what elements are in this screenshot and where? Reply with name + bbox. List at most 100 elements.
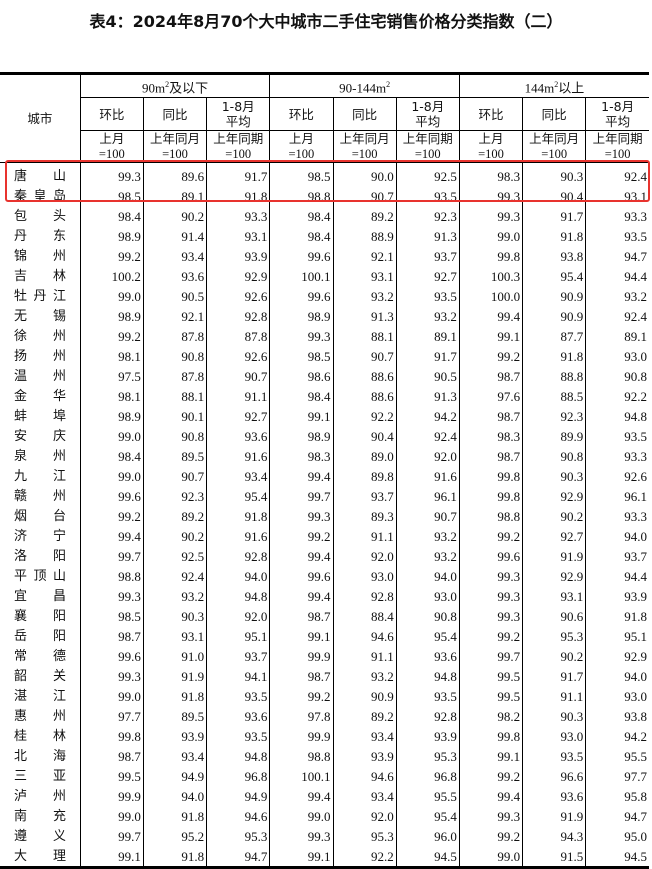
value-cell: 99.5 <box>458 666 523 686</box>
value-cell: 99.0 <box>79 686 144 706</box>
value-cell: 90.1 <box>142 406 207 426</box>
value-cell: 93.5 <box>395 286 460 306</box>
value-cell: 99.0 <box>79 466 144 486</box>
city-cell: 大理 <box>0 846 81 869</box>
value-cell: 92.8 <box>395 706 460 726</box>
city-cell: 徐州 <box>0 326 80 346</box>
value-cell: 92.4 <box>142 566 207 586</box>
city-name: 襄阳 <box>14 609 66 624</box>
value-cell: 99.3 <box>269 506 333 526</box>
value-cell: 93.1 <box>585 186 649 206</box>
city-cell: 牡丹江 <box>0 286 80 306</box>
base-header: 上年同期 =100 <box>395 130 460 163</box>
value-cell: 95.1 <box>585 626 649 646</box>
value-cell: 94.0 <box>585 666 649 686</box>
table-row: 襄阳 98.5 90.3 92.0 98.7 88.4 90.8 99.3 90.6 91.8 <box>0 606 649 626</box>
table-row: 北海 98.7 93.4 94.8 98.8 93.9 95.3 99.1 93.5 95.5 <box>0 746 649 766</box>
value-cell: 92.1 <box>142 306 207 326</box>
city-cell: 南充 <box>0 806 80 826</box>
table-row: 遵义 99.7 95.2 95.3 99.3 95.3 96.0 99.2 94.3 95.0 <box>0 826 649 846</box>
superscript: 2 <box>386 79 391 89</box>
value-cell: 90.3 <box>142 606 207 626</box>
table-row: 赣州 99.6 92.3 95.4 99.7 93.7 96.1 99.8 92.9 96.1 <box>0 486 649 506</box>
city-name: 烟台 <box>14 509 66 524</box>
sub-header: 环比 <box>269 97 334 131</box>
city-cell: 吉林 <box>0 266 80 286</box>
value-cell: 95.4 <box>395 806 460 826</box>
value-cell: 99.2 <box>79 326 144 346</box>
value-cell: 98.9 <box>79 226 144 246</box>
value-cell: 93.5 <box>585 426 649 446</box>
value-cell: 98.5 <box>79 606 144 626</box>
value-cell: 98.3 <box>458 426 523 446</box>
city-name: 锦州 <box>14 249 66 264</box>
value-cell: 93.4 <box>332 786 397 806</box>
value-cell: 88.5 <box>522 386 586 406</box>
value-cell: 94.0 <box>395 566 460 586</box>
value-cell: 91.9 <box>142 666 207 686</box>
value-cell: 99.9 <box>269 726 333 746</box>
value-cell: 91.8 <box>522 346 586 366</box>
superscript: 2 <box>165 79 170 89</box>
value-cell: 96.8 <box>395 766 460 786</box>
city-name: 蚌埠 <box>14 409 66 424</box>
table-row: 唐山 99.3 89.6 91.7 98.5 90.0 92.5 98.3 90.3 92.4 <box>0 162 649 186</box>
base-label: 上年同月 <box>339 131 390 146</box>
value-cell: 92.7 <box>206 406 270 426</box>
city-cell: 宜昌 <box>0 586 80 606</box>
value-cell: 93.1 <box>142 626 207 646</box>
value-cell: 91.0 <box>142 646 207 666</box>
city-name: 赣州 <box>14 489 66 504</box>
value-cell: 98.9 <box>269 426 333 446</box>
table-row: 包头 98.4 90.2 93.3 98.4 89.2 92.3 99.3 91.7 93.3 <box>0 206 649 226</box>
city-name: 泉州 <box>14 449 66 464</box>
value-cell: 92.5 <box>395 162 460 186</box>
value-cell: 94.9 <box>206 786 270 806</box>
value-cell: 94.9 <box>142 766 207 786</box>
value-cell: 90.7 <box>332 346 397 366</box>
value-cell: 92.8 <box>206 306 270 326</box>
value-cell: 98.4 <box>269 226 333 246</box>
sub-header: 1-8月平均 <box>585 97 649 131</box>
value-cell: 92.9 <box>585 646 649 666</box>
city-cell: 赣州 <box>0 486 80 506</box>
value-cell: 93.1 <box>332 266 397 286</box>
value-cell: 94.6 <box>332 766 397 786</box>
value-cell: 89.9 <box>522 426 586 446</box>
base-value: =100 <box>288 147 315 161</box>
value-cell: 99.2 <box>458 346 523 366</box>
value-cell: 88.1 <box>332 326 397 346</box>
value-cell: 93.1 <box>206 226 270 246</box>
value-cell: 98.7 <box>269 666 333 686</box>
value-cell: 93.0 <box>522 726 586 746</box>
value-cell: 90.2 <box>142 526 207 546</box>
value-cell: 98.5 <box>269 346 333 366</box>
value-cell: 99.2 <box>458 626 523 646</box>
base-value: =100 <box>351 147 378 161</box>
value-cell: 93.3 <box>585 506 649 526</box>
value-cell: 93.5 <box>585 226 649 246</box>
superscript: 2 <box>554 79 559 89</box>
value-cell: 99.2 <box>458 826 523 846</box>
city-name: 平顶山 <box>14 569 66 584</box>
value-cell: 91.7 <box>522 206 586 226</box>
city-name: 湛江 <box>14 689 66 704</box>
city-cell: 泉州 <box>0 446 80 466</box>
city-name: 常德 <box>14 649 66 664</box>
value-cell: 91.8 <box>142 806 207 826</box>
value-cell: 99.1 <box>269 846 333 869</box>
value-cell: 100.1 <box>269 266 333 286</box>
value-cell: 93.2 <box>395 306 460 326</box>
city-name: 泸州 <box>14 789 66 804</box>
base-label: 上年同月 <box>529 131 580 146</box>
value-cell: 92.4 <box>585 162 649 186</box>
value-cell: 87.8 <box>142 326 207 346</box>
table-row: 平顶山 98.8 92.4 94.0 99.6 93.0 94.0 99.3 92.9 94.4 <box>0 566 649 586</box>
sub-header-label: 同比 <box>352 106 378 122</box>
value-cell: 95.3 <box>332 826 397 846</box>
value-cell: 95.4 <box>395 626 460 646</box>
value-cell: 99.7 <box>269 486 333 506</box>
table-row: 泸州 99.9 94.0 94.9 99.4 93.4 95.5 99.4 93.6 95.8 <box>0 786 649 806</box>
base-value: =100 <box>162 147 188 161</box>
value-cell: 92.7 <box>395 266 460 286</box>
